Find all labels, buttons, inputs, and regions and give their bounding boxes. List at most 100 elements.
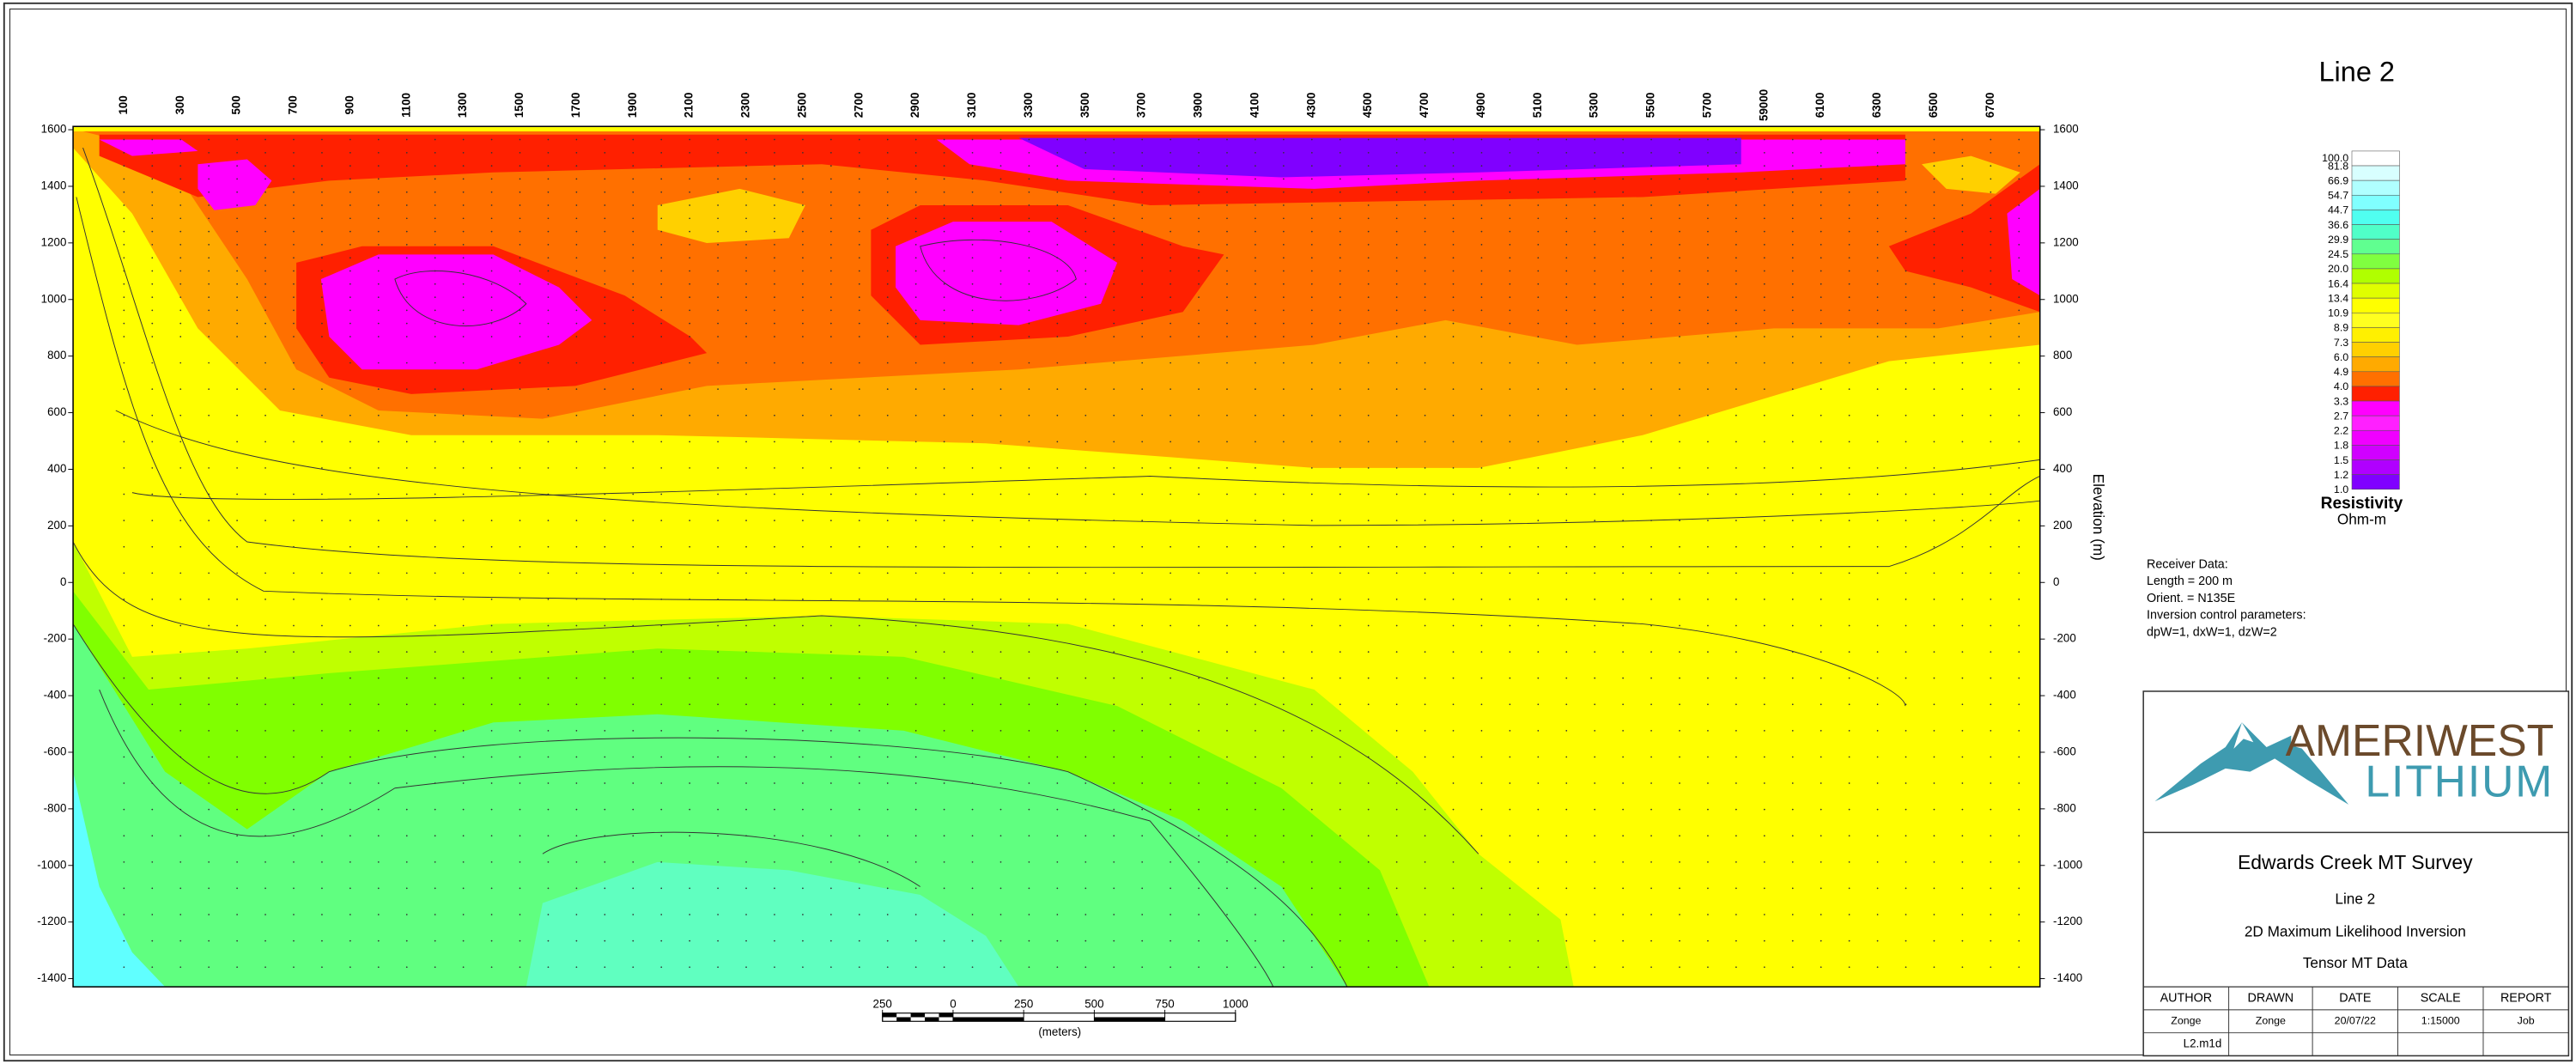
station-dot [1141,914,1144,915]
station-dot [858,151,860,154]
station-dot [349,808,351,811]
station-dot [1367,178,1370,180]
station-dot [1820,703,1822,706]
station-dot [264,966,266,969]
station-dot [1650,151,1652,154]
station-dot [434,572,436,575]
logo-text: AMERIWEST [2286,715,2555,765]
station-dot [1170,467,1171,469]
station-dot [689,270,691,272]
station-dot [377,887,380,890]
station-dot [1650,599,1652,600]
station-dot [547,441,550,443]
station-dot [123,441,125,443]
station-dot [774,388,775,391]
station-dot [689,966,691,969]
station-dot [236,887,238,890]
colorbar-label: 36.6 [2328,219,2348,231]
station-dot [745,545,747,548]
table-cell: Zonge [2171,1015,2201,1027]
station-dot [1452,729,1455,732]
station-dot [717,441,719,443]
station-dot [1876,178,1879,180]
station-dot [519,887,521,890]
station-dot [1424,914,1426,915]
station-dot [179,414,182,416]
station-dot [1113,138,1115,141]
station-dot [660,270,663,272]
station-dot [1961,204,1964,206]
station-dot [1509,914,1511,915]
station-dot [1735,309,1737,312]
station-dot [1763,322,1765,325]
station-dot [1735,860,1737,863]
station-dot [547,217,550,220]
station-dot [1622,624,1625,627]
station-dot [1028,283,1030,285]
station-dot [123,703,125,706]
station-dot [886,165,889,167]
station-dot [490,322,493,325]
station-dot [1170,414,1171,416]
station-dot [349,165,351,167]
station-dot [1791,860,1794,863]
station-dot [1367,309,1370,312]
station-dot [377,572,380,575]
station-dot [575,138,578,141]
station-dot [1876,362,1879,364]
station-dot [1480,703,1483,706]
station-dot [858,467,860,469]
station-dot [1820,756,1822,758]
station-dot [1170,651,1171,653]
station-dot [208,939,210,942]
x-tick-label: 6100 [1814,92,1826,118]
station-dot [943,624,945,627]
station-dot [1763,244,1765,246]
station-dot [745,835,747,837]
colorbar-band [2351,356,2400,373]
station-dot [377,467,380,469]
station-dot [886,204,889,206]
station-dot [575,217,578,220]
station-dot [1905,860,1907,863]
station-dot [660,651,663,653]
station-dot [434,545,436,548]
station-dot [208,703,210,706]
station-dot [829,270,832,272]
station-dot [774,283,775,285]
station-dot [1622,939,1625,942]
station-dot [1961,296,1964,298]
station-dot [1339,362,1341,364]
station-dot [1283,283,1285,285]
station-dot [1905,467,1907,469]
station-dot [689,165,691,167]
y-tick-label: 200 [2053,519,2072,532]
station-dot [1537,545,1540,548]
station-dot [971,309,974,312]
station-dot [349,204,351,206]
station-dot [660,703,663,706]
station-dot [1594,191,1596,193]
station-dot [405,729,408,732]
station-dot [999,729,1002,732]
station-dot [519,362,521,364]
station-dot [717,165,719,167]
station-dot [377,493,380,496]
station-dot [971,493,974,496]
station-dot [1707,244,1709,246]
station-dot [1594,309,1596,312]
station-dot [1226,651,1228,653]
station-dot [293,270,295,272]
station-dot [321,599,323,600]
station-dot [1933,887,1935,890]
station-dot [1452,151,1455,154]
line-title: Line 2 [2335,890,2375,907]
station-dot [1594,729,1596,732]
station-dot [660,493,663,496]
station-dot [1763,835,1765,837]
station-dot [1141,151,1144,154]
station-dot [1113,939,1115,942]
station-dot [1452,914,1455,915]
station-dot [1876,939,1879,942]
station-dot [971,151,974,154]
